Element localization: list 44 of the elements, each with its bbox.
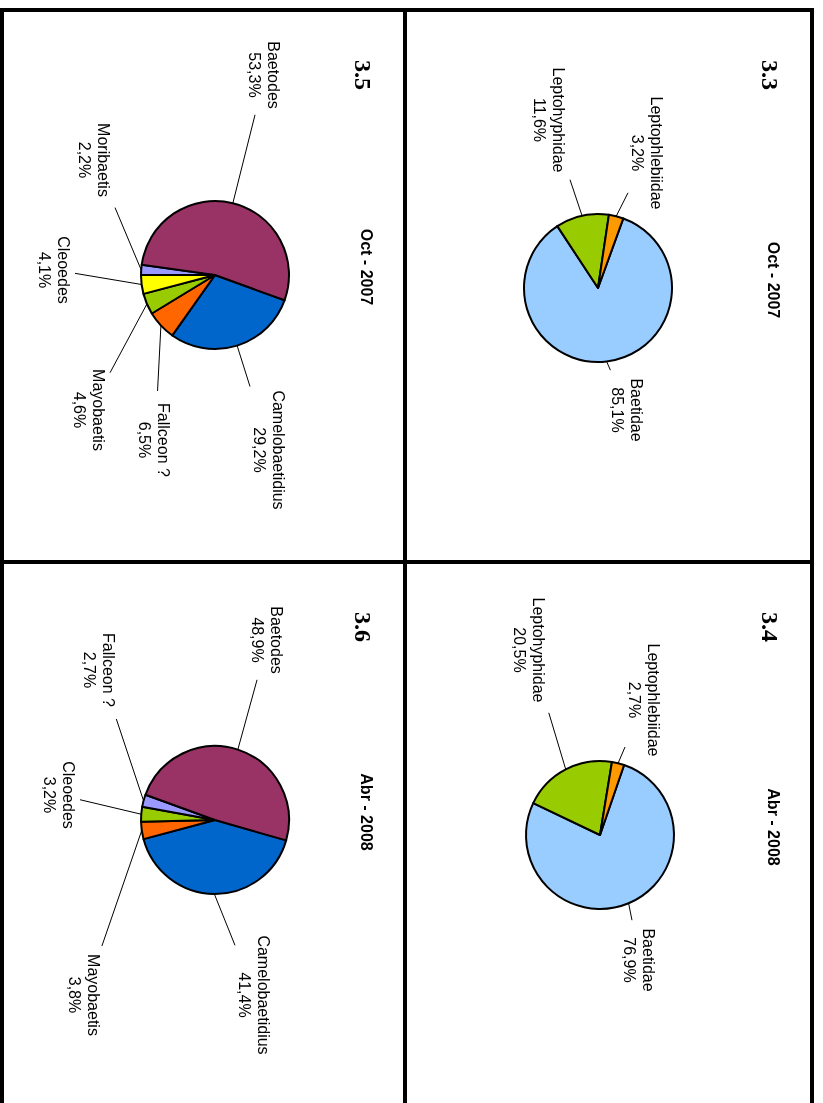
- data-label: 3,2%: [629, 134, 646, 172]
- slice-label: Fallceon ?: [100, 633, 117, 708]
- data-label: 85,1%: [609, 387, 626, 433]
- slice-label: Camelobaetidius: [270, 390, 287, 510]
- slice-label: Mayobaetis: [90, 369, 107, 451]
- data-label: 11,6%: [531, 97, 548, 143]
- text: 3.6: [350, 612, 376, 642]
- pie-slice: [525, 764, 675, 910]
- text: 3.5: [350, 60, 376, 90]
- text: Abr - 2008: [765, 788, 782, 866]
- slice-label: Leptophlebiidae: [645, 643, 662, 757]
- data-label: 2,7%: [81, 651, 98, 689]
- data-label: 3,2%: [41, 776, 58, 814]
- data-label: 4,6%: [71, 391, 88, 429]
- data-label: 48,9%: [249, 617, 266, 663]
- slice-label: Mayobaetis: [85, 954, 102, 1036]
- data-label: 29,2%: [251, 427, 268, 473]
- slice-label: Baetidae: [628, 378, 645, 442]
- text: Abr - 2008: [358, 773, 375, 851]
- text: 3.4: [757, 612, 783, 642]
- slice-label: Cleoedes: [55, 236, 72, 304]
- slice-label: Fallceon ?: [155, 403, 172, 478]
- slice-label: Leptophlebiidae: [648, 96, 665, 210]
- text: Oct - 2007: [765, 241, 782, 319]
- pie-slice: [523, 217, 673, 363]
- slice-label: Camelobaetidius: [255, 935, 272, 1055]
- slice-label: Baetidae: [640, 928, 657, 992]
- data-label: 20,5%: [511, 627, 528, 673]
- text: Oct - 2007: [358, 228, 375, 306]
- slice-label: Cleoedes: [60, 761, 77, 829]
- data-label: 76,9%: [621, 937, 638, 983]
- slice-label: Baetodes: [265, 41, 282, 109]
- data-label: 3,8%: [66, 976, 83, 1014]
- slice-label: Leptohyphidae: [530, 597, 547, 703]
- slice-label: Moribaetis: [95, 123, 112, 197]
- data-label: 41,4%: [236, 972, 253, 1018]
- slice-label: Baetodes: [268, 606, 285, 674]
- data-label: 2,2%: [76, 141, 93, 179]
- data-label: 53,3%: [246, 52, 263, 98]
- slice-label: Leptohyphidae: [550, 67, 567, 173]
- text: 3.3: [757, 60, 783, 90]
- data-label: 2,7%: [626, 681, 643, 719]
- data-label: 6,5%: [136, 421, 153, 459]
- data-label: 4,1%: [36, 251, 53, 289]
